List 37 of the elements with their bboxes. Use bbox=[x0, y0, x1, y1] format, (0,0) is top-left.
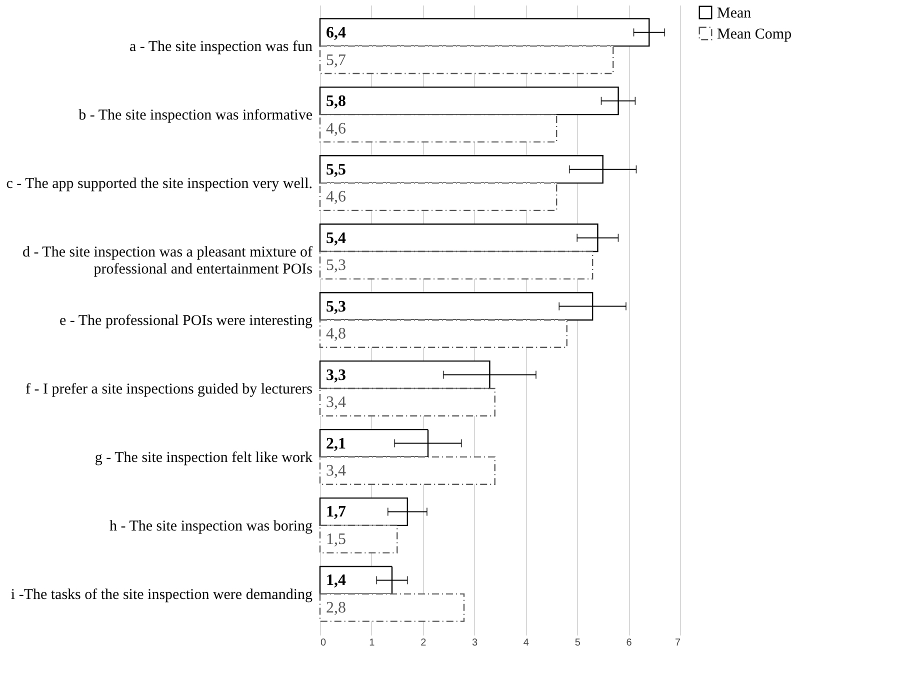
data-label: 5,3 bbox=[326, 298, 346, 316]
x-tick-label: 3 bbox=[472, 638, 478, 648]
legend-label: Mean bbox=[717, 6, 752, 22]
data-label: 5,5 bbox=[326, 161, 346, 178]
data-label: 4,8 bbox=[326, 326, 346, 343]
y-tick-label: h - The site inspection was boring bbox=[109, 518, 313, 534]
data-label: 2,8 bbox=[326, 600, 346, 617]
x-tick-label: 6 bbox=[626, 638, 632, 648]
data-label: 4,6 bbox=[326, 188, 346, 206]
data-label: 5,7 bbox=[326, 52, 346, 69]
data-label: 1,7 bbox=[326, 504, 346, 521]
data-label: 5,8 bbox=[326, 92, 346, 110]
data-label: 1,4 bbox=[326, 572, 346, 590]
x-tick-label: 0 bbox=[320, 638, 326, 648]
legend-label: Mean Comp bbox=[717, 26, 792, 42]
x-tick-label: 1 bbox=[369, 638, 376, 648]
data-label: 3,3 bbox=[326, 366, 346, 384]
x-tick-label: 4 bbox=[523, 638, 530, 648]
data-label: 5,3 bbox=[326, 257, 346, 274]
y-tick-label: b - The site inspection was informative bbox=[78, 108, 313, 124]
data-label: 3,4 bbox=[326, 462, 346, 480]
data-label: 6,4 bbox=[326, 24, 346, 42]
y-tick-label: i -The tasks of the site inspection were demanding bbox=[10, 586, 313, 603]
x-tick-label: 5 bbox=[574, 638, 581, 648]
data-label: 1,5 bbox=[326, 531, 346, 548]
y-tick-label: g - The site inspection felt like work bbox=[94, 450, 313, 466]
data-label: 3,4 bbox=[326, 394, 346, 412]
data-label: 5,4 bbox=[326, 230, 346, 247]
data-label: 2,1 bbox=[326, 435, 346, 452]
x-tick-label: 2 bbox=[420, 638, 427, 648]
x-tick-label: 7 bbox=[674, 638, 681, 648]
y-tick-label: f - I prefer a site inspections guided by lecturers bbox=[26, 381, 313, 398]
data-label: 4,6 bbox=[326, 120, 346, 138]
y-tick-label: e - The professional POIs were interesting bbox=[60, 313, 313, 329]
y-tick-label: d - The site inspection was a pleasant mixture of professional and entertainment POIs bbox=[22, 244, 313, 278]
y-tick-label: c - The app supported the site inspection very well. bbox=[6, 176, 312, 192]
y-tick-label: a - The site inspection was fun bbox=[129, 39, 313, 56]
